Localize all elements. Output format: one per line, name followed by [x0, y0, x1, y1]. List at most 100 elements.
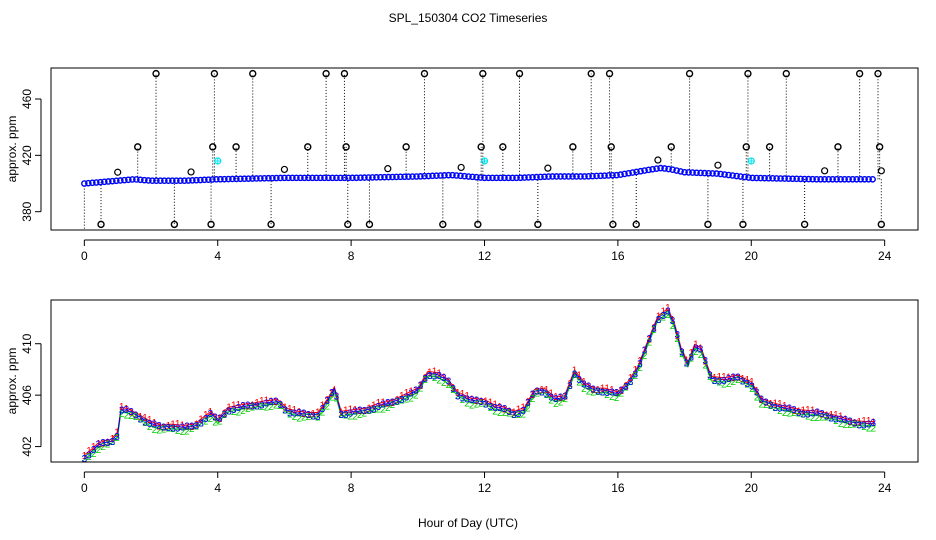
top-blue-marker	[813, 175, 820, 183]
top-blue-marker	[329, 174, 336, 182]
series-1-marker: 1	[772, 399, 778, 410]
series-2-marker: 2	[273, 400, 279, 411]
series-1-marker: 1	[161, 423, 167, 434]
series-1-marker: 1	[819, 410, 825, 421]
series-1-marker: 1	[427, 367, 433, 378]
series-3-marker: 3	[250, 401, 256, 412]
top-blue-marker	[769, 175, 776, 182]
top-blue-marker	[341, 174, 348, 182]
series-1-marker: 1	[362, 406, 368, 417]
series-3-marker: 3	[688, 353, 694, 364]
top-blue-marker	[689, 169, 696, 176]
series-2-marker: 2	[166, 423, 172, 434]
series-2-marker: 2	[469, 400, 475, 411]
top-blue-marker	[625, 169, 632, 177]
series-1-marker: 1	[628, 373, 634, 384]
top-blue-marker	[633, 168, 640, 176]
series-3-marker: 3	[254, 402, 260, 413]
series-2-marker: 2	[86, 452, 92, 463]
top-blue-marker	[585, 173, 592, 180]
series-1-marker: 1	[432, 367, 438, 378]
top-blue-marker	[821, 175, 828, 183]
top-blue-marker	[669, 166, 676, 174]
top-blue-marker	[397, 173, 404, 181]
series-2-marker: 2	[628, 377, 634, 388]
top-y-tick-label: 420	[20, 145, 34, 165]
series-2-marker: 2	[866, 423, 872, 434]
top-spike-marker	[607, 143, 615, 151]
series-1-marker: 1	[250, 400, 256, 411]
series-1-marker: 1	[735, 373, 741, 384]
series-2-marker: 2	[684, 359, 690, 370]
bottom-x-tick-label: 16	[611, 481, 625, 495]
top-x-tick-label: 12	[478, 249, 492, 263]
series-3-marker: 3	[264, 399, 270, 410]
series-2-marker: 2	[618, 389, 624, 400]
top-blue-marker	[365, 174, 372, 181]
series-3-marker: 3	[492, 403, 498, 414]
top-blue-marker	[725, 171, 732, 179]
series-3-marker: 3	[506, 407, 512, 418]
series-3-marker: 3	[553, 394, 559, 405]
top-blue-marker	[829, 175, 836, 183]
series-1-marker: 1	[287, 404, 293, 415]
series-2-marker: 2	[217, 417, 223, 428]
series-2-marker: 2	[128, 411, 134, 422]
series-2-marker: 2	[796, 408, 802, 419]
series-3-marker: 3	[138, 414, 144, 425]
series-3-marker: 3	[805, 409, 811, 420]
series-3-marker: 3	[385, 398, 391, 409]
top-spike-marker	[855, 69, 864, 78]
series-2-marker: 2	[768, 401, 774, 412]
top-blue-marker	[201, 176, 208, 184]
series-2-marker: 2	[758, 400, 764, 411]
series-1-marker: 1	[306, 410, 312, 421]
top-spike-marker	[742, 143, 750, 151]
top-spike-marker	[877, 220, 886, 229]
top-spike-marker	[304, 143, 312, 151]
top-blue-marker	[133, 176, 140, 183]
top-blue-marker	[233, 175, 240, 183]
series-2-marker: 2	[637, 363, 643, 374]
series-1-marker: 1	[455, 388, 461, 399]
top-blue-marker	[809, 175, 816, 183]
top-blue-marker	[229, 175, 236, 183]
series-1-marker: 1	[810, 406, 816, 417]
series-3-marker: 3	[478, 397, 484, 408]
series-3-marker: 3	[609, 388, 615, 399]
bottom-y-tick-label: 410	[20, 333, 34, 353]
series-2-marker: 2	[161, 425, 167, 436]
series-1-marker: 1	[516, 405, 522, 416]
series-2-marker: 2	[254, 402, 260, 413]
top-spike-marker	[402, 143, 410, 151]
series-3-marker: 3	[128, 407, 134, 418]
series-1-marker: 1	[567, 379, 573, 390]
series-2-marker: 2	[124, 410, 130, 421]
series-3-marker: 3	[702, 356, 708, 367]
series-2-marker: 2	[702, 360, 708, 371]
series-1-marker: 1	[492, 400, 498, 411]
series-2-marker: 2	[310, 412, 316, 423]
series-1-marker: 1	[348, 404, 354, 415]
series-3-marker: 3	[511, 410, 517, 421]
top-spike-marker	[322, 69, 330, 78]
series-2-marker: 2	[763, 400, 769, 411]
series-2-marker: 2	[348, 411, 354, 422]
series-3-marker: 3	[796, 408, 802, 419]
series-1-marker: 1	[651, 323, 657, 334]
series-2-marker: 2	[730, 377, 736, 388]
top-blue-marker	[849, 175, 856, 183]
series-1-line	[83, 307, 875, 456]
series-1-marker: 1	[688, 348, 694, 359]
series-3-marker: 3	[408, 389, 414, 400]
series-1-marker: 1	[324, 395, 330, 406]
series-3-marker: 3	[240, 401, 246, 412]
top-spike-marker	[342, 143, 350, 151]
top-blue-marker	[125, 176, 132, 184]
series-1-marker: 1	[497, 402, 503, 413]
top-blue-marker	[209, 176, 216, 183]
series-1-marker: 1	[338, 408, 344, 419]
series-2-marker: 2	[600, 388, 606, 399]
series-3-marker: 3	[819, 409, 825, 420]
series-3-marker: 3	[684, 359, 690, 370]
